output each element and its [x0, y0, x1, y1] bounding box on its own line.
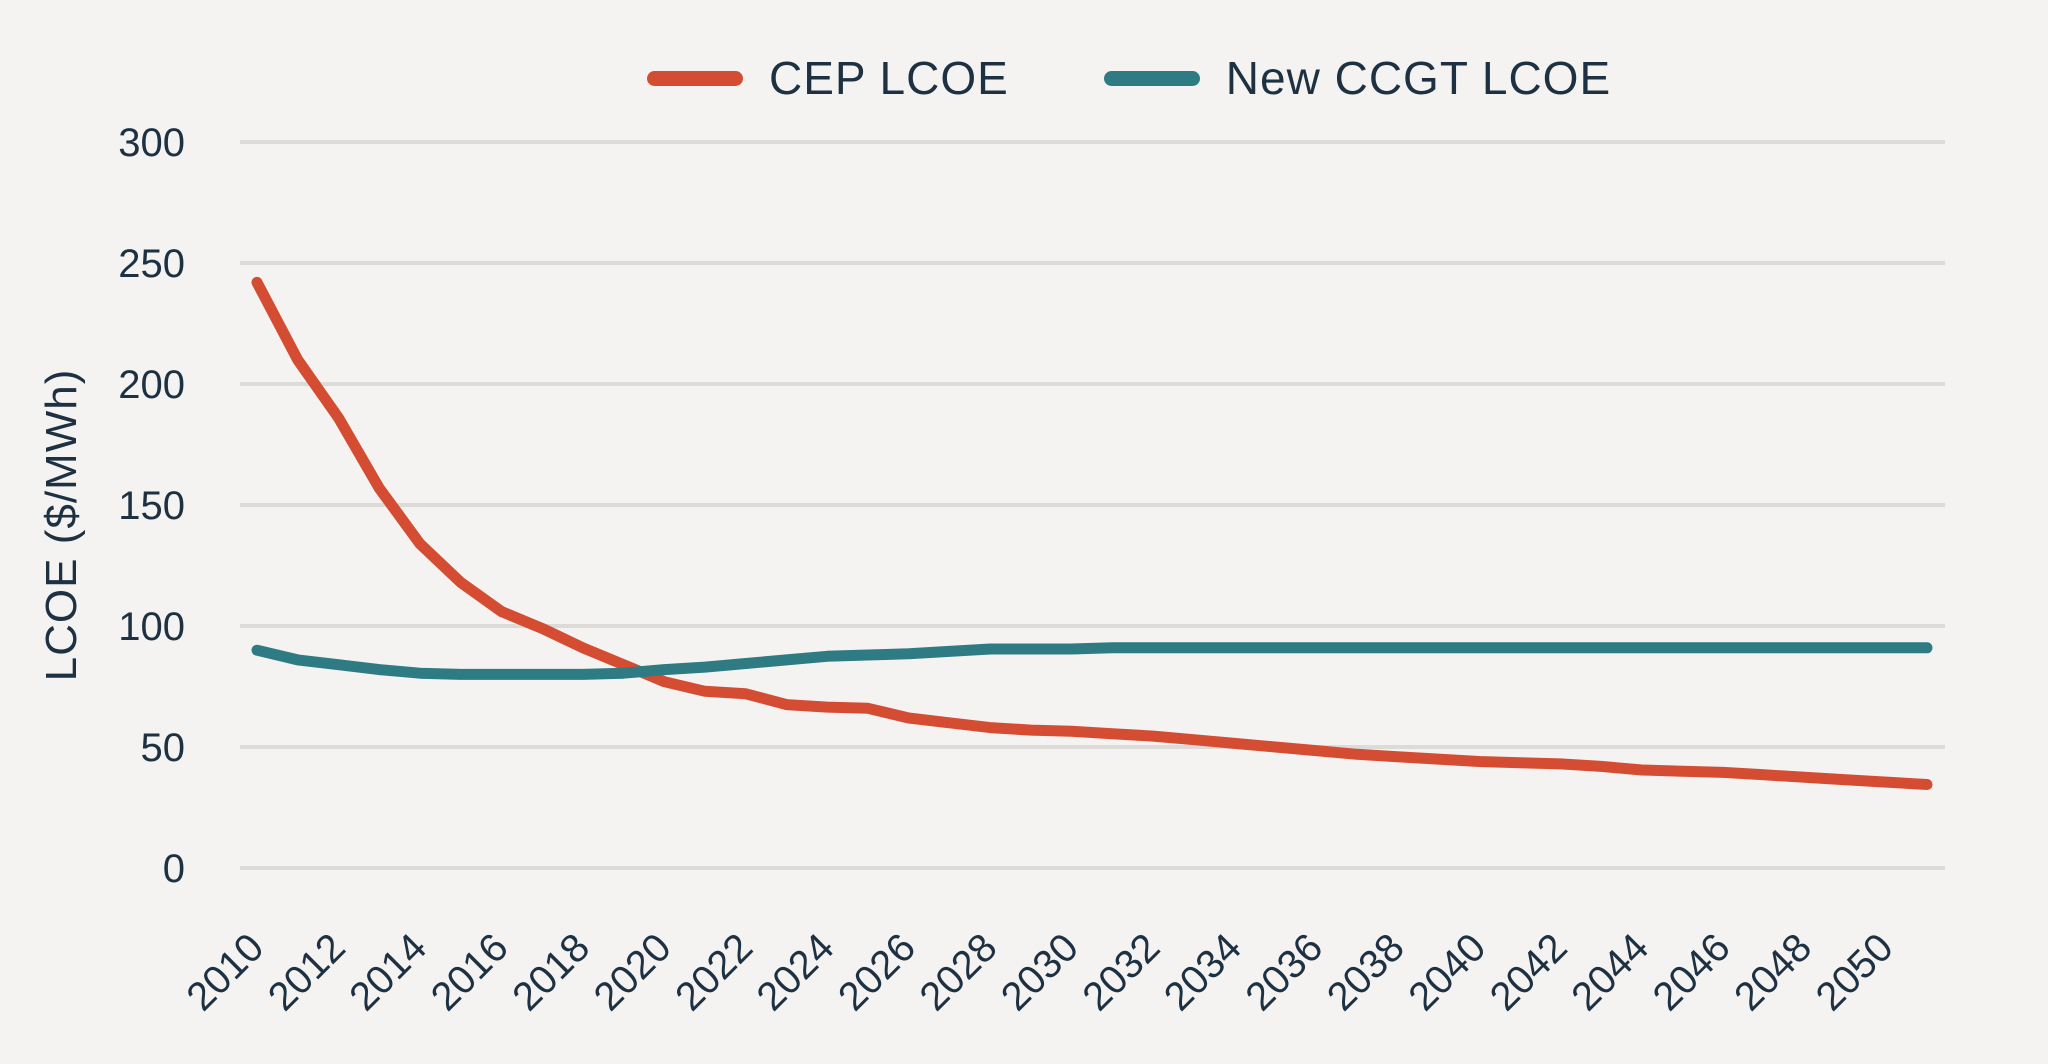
- x-tick-label: 2020: [586, 925, 680, 1019]
- x-tick-label: 2022: [667, 925, 761, 1019]
- x-tick-label: 2036: [1237, 925, 1331, 1019]
- series-line-cep: [251, 276, 1933, 790]
- x-tick-label: 2016: [423, 925, 517, 1019]
- y-tick-label: 0: [163, 847, 185, 891]
- y-tick-label: 100: [118, 605, 185, 649]
- legend-label-ccgt: New CCGT LCOE: [1225, 52, 1612, 104]
- legend-swatch-cep-icon: [647, 70, 743, 86]
- x-tick-label: 2028: [912, 925, 1006, 1019]
- series-line-ccgt: [251, 642, 1933, 680]
- x-tick-label: 2024: [749, 925, 843, 1019]
- x-tick-label: 2014: [341, 925, 435, 1019]
- x-tick-label: 2048: [1726, 925, 1820, 1019]
- legend-label-cep: CEP LCOE: [769, 52, 1009, 104]
- x-tick-label: 2018: [504, 925, 598, 1019]
- y-tick-label: 50: [141, 726, 186, 770]
- x-tick-label: 2044: [1563, 925, 1657, 1019]
- x-tick-label: 2042: [1482, 925, 1576, 1019]
- x-tick-label: 2034: [1156, 925, 1250, 1019]
- x-tick-label: 2038: [1319, 925, 1413, 1019]
- x-tick-label: 2032: [1074, 925, 1168, 1019]
- y-tick-label: 200: [118, 363, 185, 407]
- legend-item-ccgt[interactable]: New CCGT LCOE: [1103, 51, 1612, 105]
- y-tick-label: 250: [118, 242, 185, 286]
- x-tick-label: 2026: [830, 925, 924, 1019]
- x-tick-label: 2030: [993, 925, 1087, 1019]
- legend: CEP LCOE New CCGT LCOE: [647, 49, 1611, 107]
- legend-item-cep[interactable]: CEP LCOE: [647, 51, 1009, 105]
- y-tick-label: 300: [118, 121, 185, 165]
- x-tick-label: 2050: [1808, 925, 1902, 1019]
- x-tick-label: 2010: [178, 925, 272, 1019]
- x-tick-label: 2012: [260, 925, 354, 1019]
- legend-swatch-ccgt-icon: [1103, 70, 1200, 86]
- y-tick-label: 150: [118, 484, 185, 528]
- x-tick-label: 2046: [1645, 925, 1739, 1019]
- x-tick-label: 2040: [1400, 925, 1494, 1019]
